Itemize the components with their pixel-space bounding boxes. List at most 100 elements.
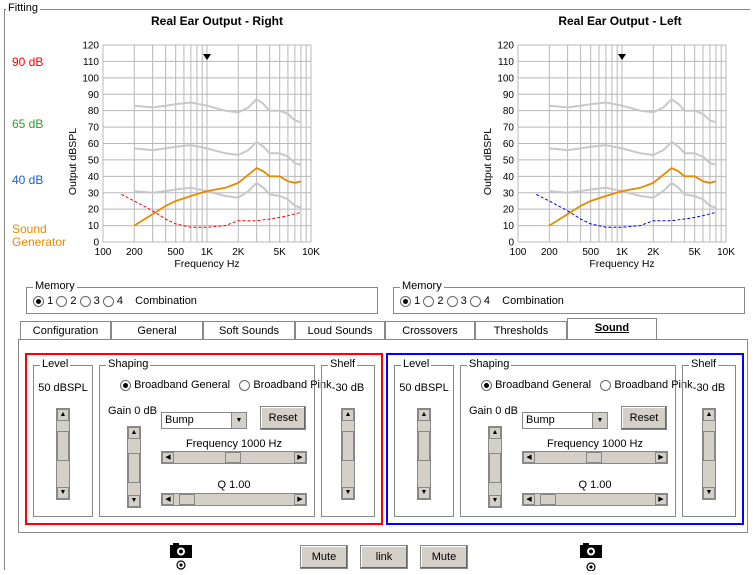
y-axis-label: Output dBSPL xyxy=(67,128,79,195)
y-tick-label: 0 xyxy=(93,238,99,249)
memory-radio-1[interactable] xyxy=(400,295,411,307)
scroll-up-arrow-icon[interactable]: ▲ xyxy=(418,409,430,421)
memory-radio-4[interactable] xyxy=(102,295,114,307)
memory-radio-1[interactable] xyxy=(33,295,44,307)
y-tick-label: 100 xyxy=(82,73,99,84)
shape-combo[interactable]: Bump ▼ xyxy=(522,412,608,429)
broadband-pink-label: Broadband Pink xyxy=(253,379,332,391)
shaping-label: Shaping xyxy=(467,358,512,370)
scroll-left-arrow-icon[interactable]: ◀ xyxy=(162,494,174,505)
scroll-thumb[interactable] xyxy=(225,452,241,463)
scroll-down-arrow-icon[interactable]: ▼ xyxy=(57,487,69,499)
mute-left-button[interactable]: Mute xyxy=(420,545,468,569)
reset-button[interactable]: Reset xyxy=(621,406,667,430)
memory-combination-label: Combination xyxy=(502,295,564,307)
y-tick-label: 100 xyxy=(497,73,514,84)
camera-icon[interactable] xyxy=(168,541,194,571)
broadband-general-radio[interactable] xyxy=(481,379,492,391)
scroll-right-arrow-icon[interactable]: ▶ xyxy=(294,452,306,463)
x-tick-label: 5K xyxy=(689,247,702,258)
tab-soft-sounds[interactable]: Soft Sounds xyxy=(203,321,295,339)
broadband-pink-label: Broadband Pink xyxy=(614,379,693,391)
scroll-thumb[interactable] xyxy=(57,431,69,461)
dropdown-arrow-icon[interactable]: ▼ xyxy=(231,413,246,428)
scroll-thumb[interactable] xyxy=(540,494,556,505)
gain-slider[interactable]: ▲ ▼ xyxy=(127,426,141,508)
memory-radio-3[interactable] xyxy=(79,295,91,307)
memory-radio-4[interactable] xyxy=(469,295,481,307)
x-axis-label: Frequency Hz xyxy=(589,258,654,270)
scroll-right-arrow-icon[interactable]: ▶ xyxy=(294,494,306,505)
series-line xyxy=(133,167,302,227)
broadband-pink-radio[interactable] xyxy=(239,379,251,391)
y-tick-label: 70 xyxy=(88,123,100,134)
scroll-up-arrow-icon[interactable]: ▲ xyxy=(57,409,69,421)
scroll-up-arrow-icon[interactable]: ▲ xyxy=(703,409,715,421)
tab-crossovers[interactable]: Crossovers xyxy=(385,321,475,339)
y-tick-label: 110 xyxy=(83,57,99,68)
scroll-down-arrow-icon[interactable]: ▼ xyxy=(342,487,354,499)
scroll-thumb[interactable] xyxy=(489,453,501,483)
scroll-up-arrow-icon[interactable]: ▲ xyxy=(342,409,354,421)
scroll-down-arrow-icon[interactable]: ▼ xyxy=(489,495,501,507)
q-slider[interactable]: ◀ ▶ xyxy=(161,493,307,506)
scroll-left-arrow-icon[interactable]: ◀ xyxy=(162,452,174,463)
scroll-down-arrow-icon[interactable]: ▼ xyxy=(703,487,715,499)
q-slider[interactable]: ◀ ▶ xyxy=(522,493,668,506)
scroll-thumb[interactable] xyxy=(703,431,715,461)
memory-radio-3[interactable] xyxy=(446,295,458,307)
scroll-right-arrow-icon[interactable]: ▶ xyxy=(655,452,667,463)
scroll-up-arrow-icon[interactable]: ▲ xyxy=(128,427,140,439)
memory-radio-2[interactable] xyxy=(423,295,435,307)
memory-options-left: 1 2 3 4 Combination xyxy=(400,295,564,307)
scroll-right-arrow-icon[interactable]: ▶ xyxy=(655,494,667,505)
scroll-up-arrow-icon[interactable]: ▲ xyxy=(489,427,501,439)
broadband-general-radio[interactable] xyxy=(120,379,131,391)
scroll-thumb[interactable] xyxy=(179,494,195,505)
scroll-thumb[interactable] xyxy=(418,431,430,461)
scroll-thumb[interactable] xyxy=(128,453,140,483)
y-tick-label: 0 xyxy=(508,238,514,249)
scroll-down-arrow-icon[interactable]: ▼ xyxy=(418,487,430,499)
tab-thresholds[interactable]: Thresholds xyxy=(475,321,567,339)
scroll-left-arrow-icon[interactable]: ◀ xyxy=(523,494,535,505)
sound-generator-right: Level 50 dBSPL ▲ ▼ Shaping Broadband Gen… xyxy=(25,353,383,525)
series-line xyxy=(134,97,302,124)
tab-loud-sounds[interactable]: Loud Sounds xyxy=(295,321,385,339)
scroll-left-arrow-icon[interactable]: ◀ xyxy=(523,452,535,463)
dropdown-arrow-icon[interactable]: ▼ xyxy=(592,413,607,428)
broadband-pink-radio[interactable] xyxy=(600,379,612,391)
series-line xyxy=(549,140,717,166)
link-button[interactable]: link xyxy=(360,545,408,569)
memory-radio-2[interactable] xyxy=(56,295,68,307)
x-tick-label: 10K xyxy=(717,247,735,258)
reset-button[interactable]: Reset xyxy=(260,406,306,430)
chart-right: 0 10 20 30 40 50 60 70 80 90 100 110 120 100 200 500 1K 2… xyxy=(67,41,320,271)
scroll-thumb[interactable] xyxy=(586,452,602,463)
y-tick-label: 20 xyxy=(503,205,515,216)
tab-sound-generator[interactable]: Sound Generator xyxy=(567,318,657,352)
level-slider[interactable]: ▲ ▼ xyxy=(417,408,431,500)
shelf-slider[interactable]: ▲ ▼ xyxy=(702,408,716,500)
y-tick-label: 30 xyxy=(88,188,100,199)
scroll-thumb[interactable] xyxy=(342,431,354,461)
shelf-slider[interactable]: ▲ ▼ xyxy=(341,408,355,500)
memory-option-label: 3 xyxy=(93,295,100,307)
tab-configuration[interactable]: Configuration xyxy=(20,321,111,339)
level-value: 50 dBSPL xyxy=(399,382,449,394)
shelf-value: -30 dB xyxy=(331,382,365,394)
memory-group-right: Memory 1 2 3 4 Combination xyxy=(26,280,378,314)
camera-icon[interactable] xyxy=(578,541,604,572)
frequency-slider[interactable]: ◀ ▶ xyxy=(522,451,668,464)
shape-combo[interactable]: Bump ▼ xyxy=(161,412,247,429)
x-tick-label: 500 xyxy=(582,247,599,258)
frequency-label: Frequency 1000 Hz xyxy=(547,438,643,450)
level-slider[interactable]: ▲ ▼ xyxy=(56,408,70,500)
gain-slider[interactable]: ▲ ▼ xyxy=(488,426,502,508)
mute-right-button[interactable]: Mute xyxy=(300,545,348,569)
level-40-label: 40 dB xyxy=(12,173,44,187)
tab-general[interactable]: General xyxy=(111,321,203,339)
frequency-slider[interactable]: ◀ ▶ xyxy=(161,451,307,464)
scroll-down-arrow-icon[interactable]: ▼ xyxy=(128,495,140,507)
x-tick-label: 1K xyxy=(616,247,629,258)
